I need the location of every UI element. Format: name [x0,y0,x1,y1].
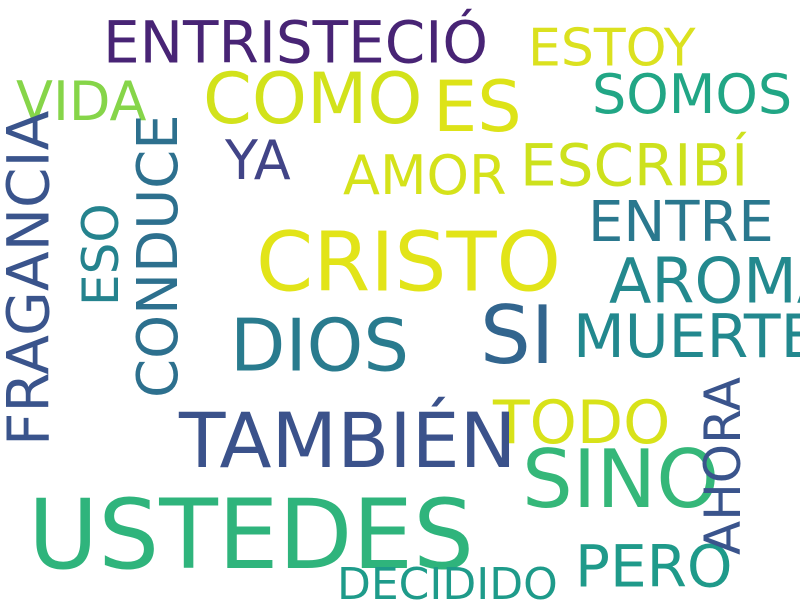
word-entristecio: ENTRISTECIÓ [103,8,489,77]
word-es: ES [433,66,522,148]
word-pero: PERO [575,532,733,600]
word-sino: SINO [522,433,720,526]
word-amor: AMOR [343,143,507,207]
word-dios: DIOS [230,303,410,388]
word-decidido: DECIDIDO [337,558,558,600]
word-conduce: CONDUCE [126,114,192,398]
word-aroma: AROMA [609,244,800,318]
word-muerte: MUERTE [573,302,800,372]
word-tambien: TAMBIÉN [179,396,517,486]
word-estoy: ESTOY [528,18,696,79]
word-fragancia: FRAGANCIA [0,110,63,446]
word-como: COMO [203,58,423,140]
word-escribi: ESCRIBÍ [520,131,749,200]
word-ya: YA [225,128,291,192]
word-somos: SOMOS [592,62,793,126]
word-cristo: CRISTO [256,215,562,311]
word-todo: TODO [493,388,671,458]
word-ustedes: USTEDES [28,479,475,592]
word-ahora: AHORA [694,376,752,555]
word-eso: ESO [72,203,130,306]
word-vida: VIDA [16,69,147,133]
word-entre: ENTRE [588,190,774,256]
word-si: SI [480,289,555,382]
